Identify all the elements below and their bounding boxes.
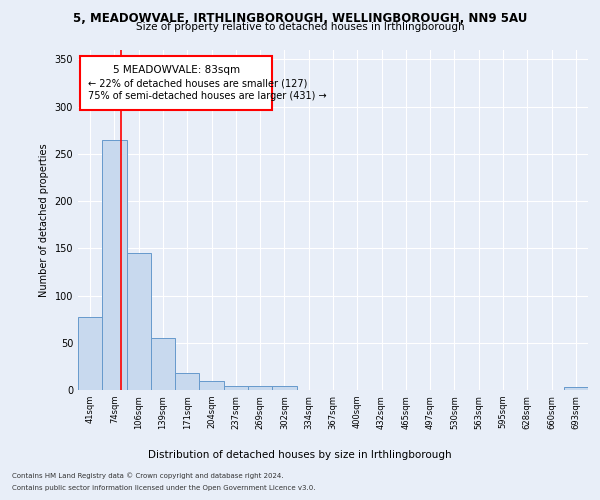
Text: Contains public sector information licensed under the Open Government Licence v3: Contains public sector information licen… <box>12 485 316 491</box>
Bar <box>102 140 127 390</box>
Bar <box>127 253 151 390</box>
Bar <box>272 386 296 390</box>
Bar <box>564 387 588 390</box>
Text: 5, MEADOWVALE, IRTHLINGBOROUGH, WELLINGBOROUGH, NN9 5AU: 5, MEADOWVALE, IRTHLINGBOROUGH, WELLINGB… <box>73 12 527 26</box>
Bar <box>224 386 248 390</box>
Y-axis label: Number of detached properties: Number of detached properties <box>39 143 49 297</box>
Bar <box>175 373 199 390</box>
Bar <box>151 338 175 390</box>
Text: 75% of semi-detached houses are larger (431) →: 75% of semi-detached houses are larger (… <box>88 90 326 101</box>
Text: Distribution of detached houses by size in Irthlingborough: Distribution of detached houses by size … <box>148 450 452 460</box>
FancyBboxPatch shape <box>80 56 272 110</box>
Bar <box>248 386 272 390</box>
Text: Size of property relative to detached houses in Irthlingborough: Size of property relative to detached ho… <box>136 22 464 32</box>
Text: Contains HM Land Registry data © Crown copyright and database right 2024.: Contains HM Land Registry data © Crown c… <box>12 472 284 479</box>
Text: 5 MEADOWVALE: 83sqm: 5 MEADOWVALE: 83sqm <box>113 65 240 75</box>
Bar <box>199 380 224 390</box>
Bar <box>78 318 102 390</box>
Text: ← 22% of detached houses are smaller (127): ← 22% of detached houses are smaller (12… <box>88 78 307 88</box>
